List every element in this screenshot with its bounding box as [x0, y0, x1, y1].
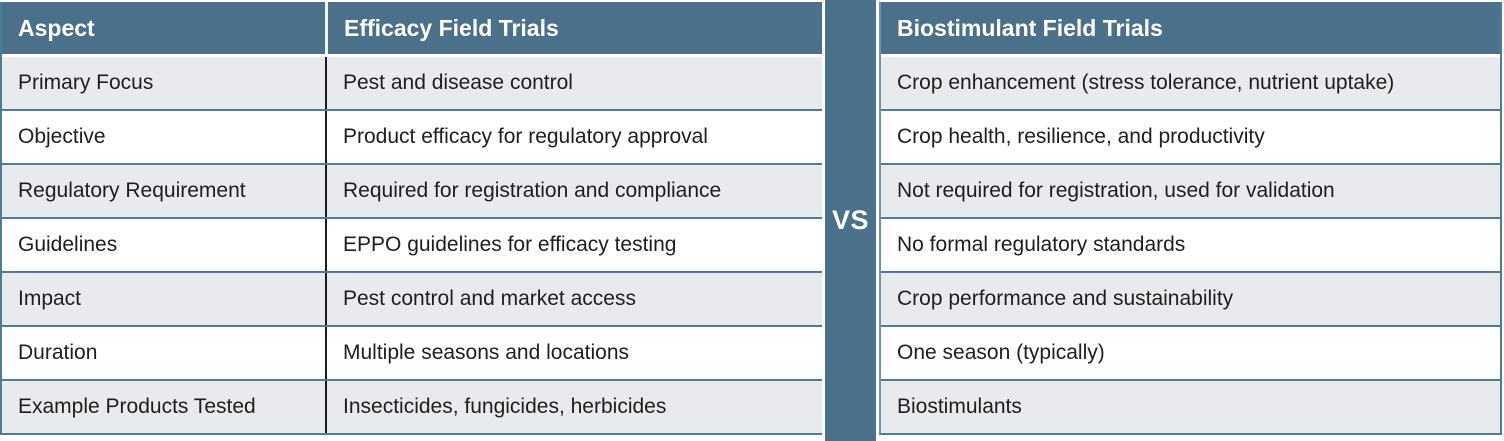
aspect-cell: Duration	[18, 340, 98, 364]
table-row: Not required for registration, used for …	[881, 163, 1500, 217]
aspect-cell: Guidelines	[18, 232, 118, 256]
biostimulant-cell: Crop performance and sustainability	[897, 286, 1234, 310]
aspect-cell: Impact	[18, 286, 82, 310]
aspect-column-header: Aspect	[2, 2, 325, 54]
efficacy-cell: Pest and disease control	[325, 57, 822, 109]
table-row: Crop performance and sustainability	[881, 271, 1500, 325]
biostimulant-cell: Biostimulants	[897, 394, 1022, 418]
table-row: Impact Pest control and market access	[2, 271, 822, 325]
biostimulant-cell: Crop enhancement (stress tolerance, nutr…	[897, 70, 1395, 94]
biostimulant-cell: One season (typically)	[897, 340, 1105, 364]
table-row: Primary Focus Pest and disease control	[2, 54, 822, 109]
table-row: Biostimulants	[881, 379, 1500, 433]
table-row: Crop health, resilience, and productivit…	[881, 109, 1500, 163]
table-row: Regulatory Requirement Required for regi…	[2, 163, 822, 217]
table-row: Objective Product efficacy for regulator…	[2, 109, 822, 163]
table-row: Example Products Tested Insecticides, fu…	[2, 379, 822, 433]
biostimulant-cell: No formal regulatory standards	[897, 232, 1186, 256]
efficacy-cell: EPPO guidelines for efficacy testing	[325, 219, 822, 271]
biostimulant-column-header: Biostimulant Field Trials	[881, 2, 1177, 54]
efficacy-cell: Insecticides, fungicides, herbicides	[325, 381, 822, 433]
table-row: Duration Multiple seasons and locations	[2, 325, 822, 379]
efficacy-column-header: Efficacy Field Trials	[325, 2, 822, 54]
efficacy-cell: Multiple seasons and locations	[325, 327, 822, 379]
vs-divider: VS	[825, 0, 876, 441]
aspect-cell: Primary Focus	[18, 70, 154, 94]
efficacy-cell: Required for registration and compliance	[325, 165, 822, 217]
biostimulant-cell: Not required for registration, used for …	[897, 178, 1335, 202]
efficacy-cell: Product efficacy for regulatory approval	[325, 111, 822, 163]
vs-label: VS	[831, 205, 870, 235]
table-header-row: Aspect Efficacy Field Trials	[2, 2, 822, 54]
table-row: One season (typically)	[881, 325, 1500, 379]
table-row: No formal regulatory standards	[881, 217, 1500, 271]
biostimulant-table: Biostimulant Field Trials Crop enhanceme…	[879, 2, 1502, 435]
table-row: Crop enhancement (stress tolerance, nutr…	[881, 54, 1500, 109]
table-row: Guidelines EPPO guidelines for efficacy …	[2, 217, 822, 271]
biostimulant-cell: Crop health, resilience, and productivit…	[897, 124, 1265, 148]
efficacy-table: Aspect Efficacy Field Trials Primary Foc…	[0, 2, 822, 435]
aspect-cell: Regulatory Requirement	[18, 178, 246, 202]
efficacy-cell: Pest control and market access	[325, 273, 822, 325]
table-header-row: Biostimulant Field Trials	[881, 2, 1500, 54]
aspect-cell: Example Products Tested	[18, 394, 256, 418]
aspect-cell: Objective	[18, 124, 106, 148]
